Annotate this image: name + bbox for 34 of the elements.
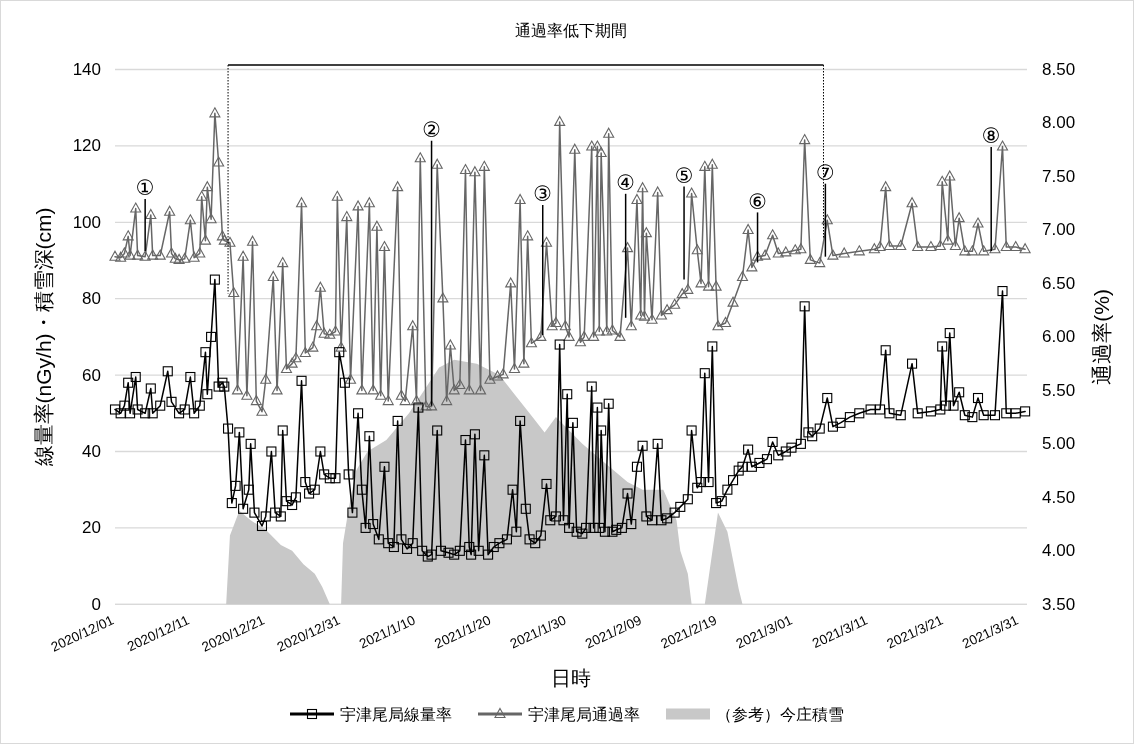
y-tick-label: 40 xyxy=(82,442,101,461)
y-tick-label: 140 xyxy=(72,60,101,79)
annotation: ① xyxy=(135,176,155,200)
annotation: ⑦ xyxy=(815,161,835,185)
y2-tick-label: 7.00 xyxy=(1042,220,1076,240)
y-tick-label: 100 xyxy=(72,212,101,232)
y2-tick-label: 7.50 xyxy=(1042,166,1076,186)
annotation: ⑤ xyxy=(674,164,694,188)
y-tick-label: 120 xyxy=(72,136,101,156)
y2-tick-label: 3.50 xyxy=(1042,594,1076,614)
y2-tick-label: 8.00 xyxy=(1042,113,1076,133)
chart-title: 通過率低下期間 xyxy=(515,21,627,39)
annotation: ③ xyxy=(533,182,553,206)
x-axis-title: 日時 xyxy=(551,667,591,689)
y2-tick-label: 6.00 xyxy=(1042,327,1076,347)
annotation: ⑧ xyxy=(981,124,1001,148)
y2-tick-label: 8.50 xyxy=(1042,60,1076,79)
y-tick-label: 80 xyxy=(82,289,101,309)
annotation: ② xyxy=(422,118,441,142)
y2-axis-title: 通過率(%) xyxy=(1090,289,1114,385)
y2-tick-label: 6.50 xyxy=(1042,273,1076,293)
y-tick-label: 20 xyxy=(82,518,101,538)
legend-label: 宇津尾局通過率 xyxy=(528,705,640,723)
annotation: ⑥ xyxy=(748,189,767,213)
y2-tick-label: 4.50 xyxy=(1042,487,1076,507)
legend-label: 宇津尾局線量率 xyxy=(340,705,452,723)
y2-tick-label: 5.50 xyxy=(1042,380,1076,400)
y-tick-label: 60 xyxy=(82,365,101,385)
legend-label: （参考）今庄積雪 xyxy=(716,705,844,723)
y2-tick-label: 4.00 xyxy=(1042,541,1076,561)
annotation: ④ xyxy=(616,171,636,195)
y2-tick-label: 5.00 xyxy=(1042,434,1076,454)
y-axis-title: 線量率(nGy/h)・積雪深(cm) xyxy=(32,207,56,468)
y-tick-label: 0 xyxy=(91,594,101,614)
